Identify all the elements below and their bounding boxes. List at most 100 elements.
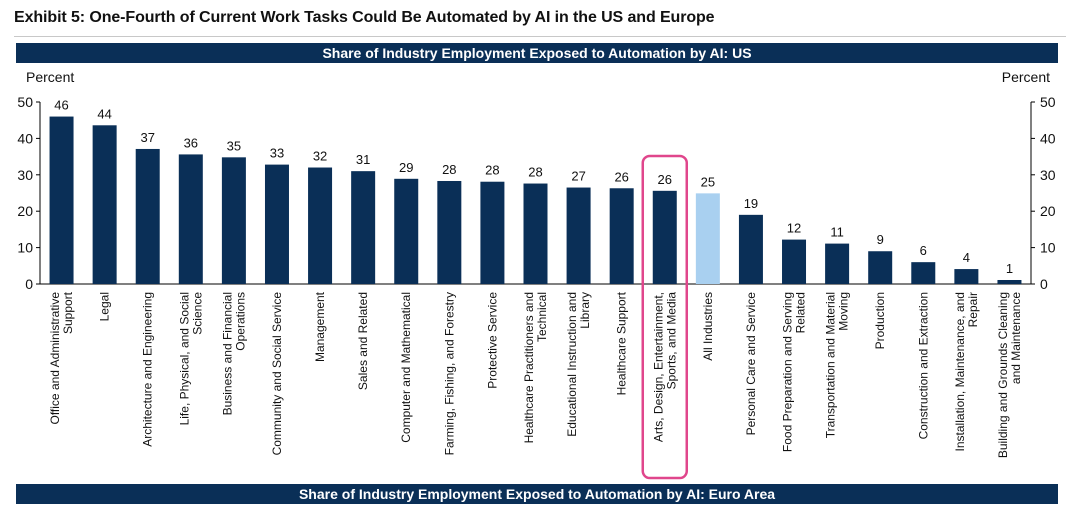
bar-22 xyxy=(997,279,1022,284)
y-tick-label-right: 0 xyxy=(1040,276,1048,292)
category-label-line: Legal xyxy=(98,292,112,321)
y-tick-label-right: 10 xyxy=(1040,240,1056,256)
y-tick-label-left: 0 xyxy=(25,276,33,292)
bar-18 xyxy=(825,243,850,284)
data-label-4: 35 xyxy=(227,138,241,153)
category-label-3: Life, Physical, and SocialScience xyxy=(177,292,204,426)
category-label-line: Technical xyxy=(535,292,549,342)
category-label-22: Building and Grounds Cleaningand Mainten… xyxy=(996,292,1023,458)
data-label-7: 31 xyxy=(356,152,370,167)
category-label-line: Arts, Design, Entertainment, xyxy=(651,292,665,442)
y-tick-label-right: 40 xyxy=(1040,130,1056,146)
bar-8 xyxy=(394,178,419,284)
category-label-line: Architecture and Engineering xyxy=(141,292,155,447)
bar-12 xyxy=(566,187,591,284)
category-label-line: Production xyxy=(873,292,887,349)
title-rule xyxy=(14,36,1066,37)
category-label-1: Legal xyxy=(98,292,112,321)
data-label-3: 36 xyxy=(184,135,198,150)
bar-13 xyxy=(609,188,634,284)
data-label-15: 25 xyxy=(701,174,715,189)
data-label-17: 12 xyxy=(787,221,801,236)
category-label-line: All Industries xyxy=(701,292,715,361)
category-label-4: Business and FinancialOperations xyxy=(220,292,247,415)
category-label-line: Sales and Related xyxy=(356,292,370,390)
category-label-10: Protective Service xyxy=(485,292,499,389)
category-label-line: Library xyxy=(578,292,592,329)
category-label-line: Construction and Extraction xyxy=(916,292,930,439)
data-label-8: 29 xyxy=(399,160,413,175)
data-label-0: 46 xyxy=(54,98,68,113)
category-label-line: Moving xyxy=(837,292,851,331)
y-tick-label-right: 20 xyxy=(1040,203,1056,219)
category-label-line: Healthcare Support xyxy=(615,291,629,395)
data-label-13: 26 xyxy=(614,169,628,184)
category-label-8: Computer and Mathematical xyxy=(399,292,413,443)
category-label-line: Building and Grounds Cleaning xyxy=(996,292,1010,458)
bar-15 xyxy=(695,193,720,284)
bar-2 xyxy=(135,148,160,284)
category-label-19: Production xyxy=(873,292,887,349)
category-label-line: Life, Physical, and Social xyxy=(177,292,191,425)
category-label-15: All Industries xyxy=(701,292,715,361)
y-tick-label-left: 50 xyxy=(17,94,33,110)
category-label-line: Personal Care and Service xyxy=(744,292,758,436)
data-label-5: 33 xyxy=(270,146,284,161)
y-tick-label-left: 10 xyxy=(17,240,33,256)
bar-5 xyxy=(264,164,289,284)
y-tick-label-right: 50 xyxy=(1040,94,1056,110)
us-panel-banner: Share of Industry Employment Exposed to … xyxy=(16,43,1058,63)
highlight-box xyxy=(641,154,689,480)
y-axis-title-left: Percent xyxy=(26,69,74,85)
category-label-line: Support xyxy=(61,291,75,334)
data-label-1: 44 xyxy=(97,106,111,121)
data-label-14: 26 xyxy=(658,172,672,187)
bar-21 xyxy=(954,269,979,284)
category-label-line: Healthcare Practitioners and xyxy=(522,292,536,443)
category-label-line: Management xyxy=(313,291,327,362)
category-label-line: Operations xyxy=(233,292,247,351)
category-label-12: Educational Instruction andLibrary xyxy=(565,292,592,437)
category-label-line: Farming, Fishing, and Forestry xyxy=(442,292,456,455)
category-label-5: Community and Social Service xyxy=(270,292,284,456)
data-label-16: 19 xyxy=(744,196,758,211)
category-label-line: Sports, and Media xyxy=(664,292,678,390)
category-label-21: Installation, Maintenance, andRepair xyxy=(953,292,980,451)
bar-0 xyxy=(49,116,74,284)
category-label-line: Business and Financial xyxy=(220,292,234,415)
category-label-line: Science xyxy=(190,292,204,335)
data-label-21: 4 xyxy=(963,250,970,265)
category-label-line: Office and Administrative xyxy=(48,292,62,425)
category-label-line: Computer and Mathematical xyxy=(399,292,413,443)
y-tick-label-left: 20 xyxy=(17,203,33,219)
bar-3 xyxy=(178,154,203,284)
bar-6 xyxy=(308,167,333,284)
bar-19 xyxy=(868,251,893,284)
category-label-11: Healthcare Practitioners andTechnical xyxy=(522,292,549,443)
category-label-2: Architecture and Engineering xyxy=(141,292,155,447)
category-label-line: Food Preparation and Serving xyxy=(781,292,795,452)
bar-14 xyxy=(652,190,677,284)
data-label-18: 11 xyxy=(830,225,844,240)
category-label-line: Community and Social Service xyxy=(270,292,284,456)
bar-9 xyxy=(437,180,462,284)
category-label-line: Educational Instruction and xyxy=(565,292,579,437)
bar-17 xyxy=(782,239,807,284)
bar-4 xyxy=(221,157,246,284)
bar-20 xyxy=(911,262,936,284)
y-axis-title-right: Percent xyxy=(1002,69,1050,85)
category-label-0: Office and AdministrativeSupport xyxy=(48,291,75,424)
category-label-line: Protective Service xyxy=(485,292,499,389)
category-label-20: Construction and Extraction xyxy=(916,292,930,439)
category-label-17: Food Preparation and ServingRelated xyxy=(781,292,808,452)
category-label-line: Installation, Maintenance, and xyxy=(953,292,967,451)
category-label-line: and Maintenance xyxy=(1009,292,1023,384)
bar-1 xyxy=(92,125,117,285)
bar-11 xyxy=(523,183,548,284)
data-label-11: 28 xyxy=(528,165,542,180)
category-label-6: Management xyxy=(313,291,327,362)
euro-panel-banner: Share of Industry Employment Exposed to … xyxy=(16,484,1058,504)
data-label-9: 28 xyxy=(442,162,456,177)
bar-7 xyxy=(351,171,376,284)
